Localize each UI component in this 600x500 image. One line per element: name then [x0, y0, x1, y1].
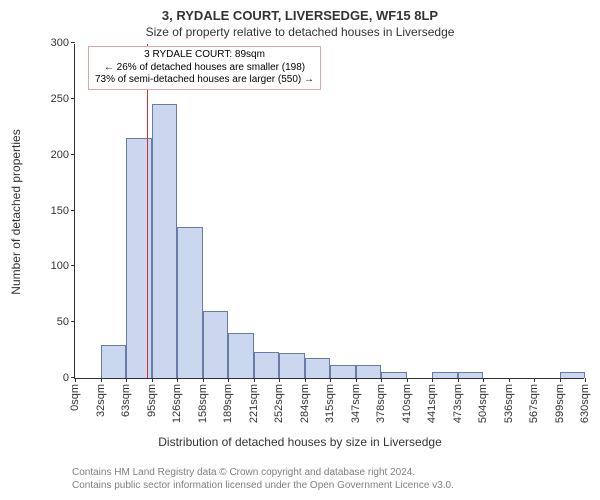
y-tick-mark	[71, 321, 75, 322]
x-tick-mark	[75, 378, 76, 382]
y-tick-mark	[71, 265, 75, 266]
x-tick-label: 0sqm	[69, 384, 81, 411]
x-tick-label: 536sqm	[503, 384, 515, 423]
y-tick-label: 300	[51, 37, 75, 49]
footer-line-2: Contains public sector information licen…	[72, 479, 454, 492]
x-tick-mark	[407, 378, 408, 382]
chart-container: { "title": "3, RYDALE COURT, LIVERSEDGE,…	[0, 0, 600, 500]
x-tick-mark	[432, 378, 433, 382]
histogram-bar	[279, 353, 305, 378]
x-tick-mark	[381, 378, 382, 382]
annotation-line-3: 73% of semi-detached houses are larger (…	[95, 74, 314, 87]
x-tick-mark	[458, 378, 459, 382]
x-tick-mark	[483, 378, 484, 382]
x-tick-mark	[560, 378, 561, 382]
annotation-line-2: ← 26% of detached houses are smaller (19…	[95, 62, 314, 75]
x-tick-label: 158sqm	[197, 384, 209, 423]
y-tick-label: 50	[57, 316, 75, 328]
y-tick-label: 150	[51, 205, 75, 217]
chart-subtitle: Size of property relative to detached ho…	[0, 25, 600, 39]
histogram-bar	[330, 365, 356, 378]
x-tick-mark	[254, 378, 255, 382]
y-tick-label: 0	[63, 372, 75, 384]
x-tick-mark	[279, 378, 280, 382]
annotation-box: 3 RYDALE COURT: 89sqm ← 26% of detached …	[88, 46, 321, 90]
x-tick-label: 221sqm	[248, 384, 260, 423]
histogram-bar	[381, 372, 407, 378]
x-tick-mark	[101, 378, 102, 382]
y-tick-mark	[71, 154, 75, 155]
x-tick-mark	[203, 378, 204, 382]
y-tick-label: 200	[51, 149, 75, 161]
histogram-bar	[228, 333, 254, 378]
histogram-bar	[101, 345, 127, 379]
histogram-bar	[458, 372, 484, 378]
x-tick-label: 599sqm	[554, 384, 566, 423]
x-tick-mark	[330, 378, 331, 382]
chart-title: 3, RYDALE COURT, LIVERSEDGE, WF15 8LP	[0, 8, 600, 23]
histogram-bar	[356, 365, 382, 378]
x-tick-label: 252sqm	[273, 384, 285, 423]
x-tick-label: 504sqm	[477, 384, 489, 423]
x-tick-label: 63sqm	[120, 384, 132, 417]
histogram-bar	[152, 104, 178, 378]
y-tick-label: 250	[51, 93, 75, 105]
y-tick-mark	[71, 210, 75, 211]
x-tick-mark	[305, 378, 306, 382]
histogram-bar	[177, 227, 203, 378]
histogram-bar	[203, 311, 229, 378]
x-tick-mark	[152, 378, 153, 382]
x-tick-label: 567sqm	[528, 384, 540, 423]
annotation-line-1: 3 RYDALE COURT: 89sqm	[95, 49, 314, 62]
x-tick-label: 284sqm	[299, 384, 311, 423]
x-tick-label: 32sqm	[95, 384, 107, 417]
property-marker-line	[147, 44, 148, 378]
x-tick-label: 95sqm	[146, 384, 158, 417]
x-tick-mark	[126, 378, 127, 382]
histogram-bar	[432, 372, 458, 378]
x-tick-mark	[177, 378, 178, 382]
plot-area: 0501001502002503000sqm32sqm63sqm95sqm126…	[74, 44, 584, 379]
x-tick-mark	[228, 378, 229, 382]
x-tick-label: 473sqm	[452, 384, 464, 423]
x-tick-label: 315sqm	[324, 384, 336, 423]
x-tick-label: 630sqm	[579, 384, 591, 423]
x-tick-mark	[534, 378, 535, 382]
y-tick-mark	[71, 98, 75, 99]
y-tick-label: 100	[51, 260, 75, 272]
histogram-bar	[560, 372, 586, 378]
x-tick-label: 441sqm	[426, 384, 438, 423]
x-tick-label: 410sqm	[401, 384, 413, 423]
x-tick-label: 347sqm	[350, 384, 362, 423]
x-tick-mark	[356, 378, 357, 382]
x-tick-label: 189sqm	[222, 384, 234, 423]
x-tick-mark	[509, 378, 510, 382]
x-tick-mark	[585, 378, 586, 382]
histogram-bar	[254, 352, 280, 378]
y-tick-mark	[71, 42, 75, 43]
y-axis-label: Number of detached properties	[9, 129, 23, 294]
x-axis-label: Distribution of detached houses by size …	[0, 435, 600, 449]
footer-line-1: Contains HM Land Registry data © Crown c…	[72, 466, 454, 479]
x-tick-label: 126sqm	[171, 384, 183, 423]
footer-attribution: Contains HM Land Registry data © Crown c…	[72, 466, 454, 492]
histogram-bar	[305, 358, 331, 378]
x-tick-label: 378sqm	[375, 384, 387, 423]
